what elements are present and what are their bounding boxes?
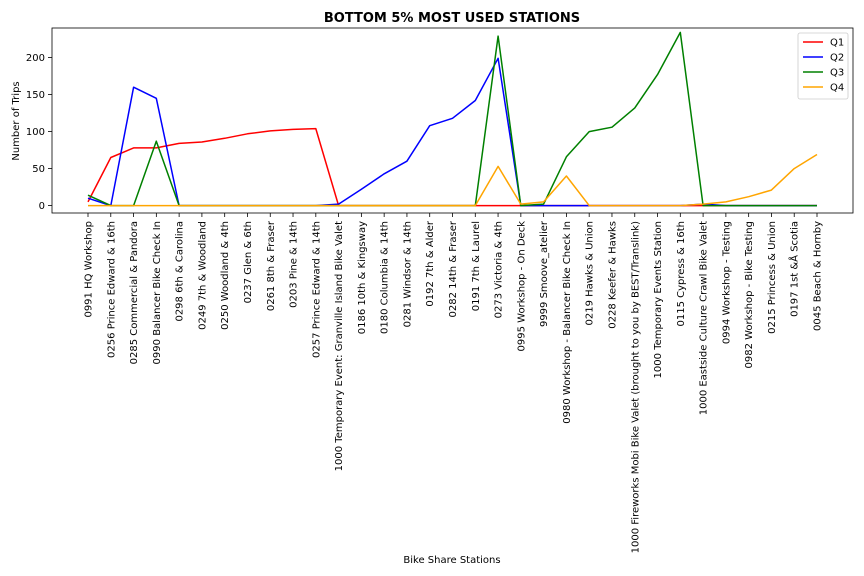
x-tick-label: 9999 Smoove_atelier (539, 220, 550, 327)
x-tick-label: 0203 Pine & 14th (289, 221, 300, 308)
x-tick-label: 1000 Eastside Culture Crawl Bike Valet (699, 221, 710, 415)
x-tick-label: 0285 Commercial & Pandora (129, 221, 140, 364)
y-axis-label: Number of Trips (11, 81, 22, 160)
y-tick-label: 150 (26, 90, 45, 101)
chart-title: BOTTOM 5% MOST USED STATIONS (324, 11, 580, 26)
legend: Q1 Q2 Q3 Q4 (797, 32, 849, 100)
x-tick-label: 0228 Keefer & Hawks (607, 221, 618, 329)
x-tick-label: 1000 Temporary Events Station (653, 221, 664, 378)
legend-label-q3: Q3 (830, 68, 844, 79)
x-tick-label: 0237 Glen & 6th (243, 221, 254, 303)
x-tick-label: 0995 Workshop - On Deck (516, 221, 527, 352)
x-tick-label: 0256 Prince Edward & 16th (106, 221, 117, 358)
series-line-q2 (87, 57, 817, 207)
x-tick-label: 0197 1st &Å Scotia (788, 221, 801, 317)
x-tick-label: 0180 Columbia & 14th (380, 221, 391, 334)
legend-label-q2: Q2 (830, 53, 844, 64)
x-tick-label: 0115 Cypress & 16th (676, 221, 687, 326)
x-tick-label: 0250 Woodland & 4th (220, 221, 231, 330)
x-tick-label: 0045 Beach & Hornby (813, 221, 824, 331)
x-tick-label: 0257 Prince Edward & 14th (311, 221, 322, 358)
y-tick-label: 200 (26, 53, 45, 64)
x-tick-label: 0215 Princess & Union (767, 221, 778, 334)
x-tick-label: 0219 Hawks & Union (585, 221, 596, 326)
x-tick-label: 0982 Workshop - Bike Testing (744, 221, 755, 369)
x-tick-label: 0994 Workshop - Testing (721, 221, 732, 344)
x-tick-label: 0192 7th & Alder (425, 220, 436, 307)
legend-label-q4: Q4 (830, 83, 844, 94)
x-tick-label: 0273 Victoria & 4th (494, 221, 505, 318)
y-tick-label: 100 (26, 127, 45, 138)
y-tick-label: 50 (32, 164, 45, 175)
x-tick-label: 1000 Temporary Event: Granville Island B… (334, 221, 345, 471)
x-tick-label: 0186 10th & Kingsway (357, 221, 368, 334)
x-tick-label: 0298 6th & Carolina (175, 221, 186, 322)
x-tick-label: 0281 Windsor & 14th (402, 221, 413, 327)
x-tick-label: 0191 7th & Laurel (471, 221, 482, 311)
x-tick-label: 0990 Balancer Bike Check In (152, 221, 163, 364)
series-line-q1 (87, 127, 817, 207)
x-tick-label: 0282 14th & Fraser (448, 220, 459, 317)
x-tick-label: 0991 HQ Workshop (84, 221, 95, 318)
y-tick-label: 0 (39, 201, 45, 212)
series-line-q4 (88, 153, 818, 207)
x-tick-label: 0980 Workshop - Balancer Bike Check In (562, 221, 573, 424)
plot-area: 0 50 100 150 200 0991 HQ Workshop 0256 Prince … (26, 27, 854, 553)
x-tick-label: 1000 Fireworks Mobi Bike Valet (brought … (630, 221, 641, 553)
legend-box (797, 32, 849, 100)
x-axis-label: Bike Share Stations (403, 555, 500, 566)
legend-label-q1: Q1 (830, 38, 844, 49)
x-tick-label: 0249 7th & Woodland (197, 221, 208, 330)
x-tick-label: 0261 8th & Fraser (266, 220, 277, 311)
